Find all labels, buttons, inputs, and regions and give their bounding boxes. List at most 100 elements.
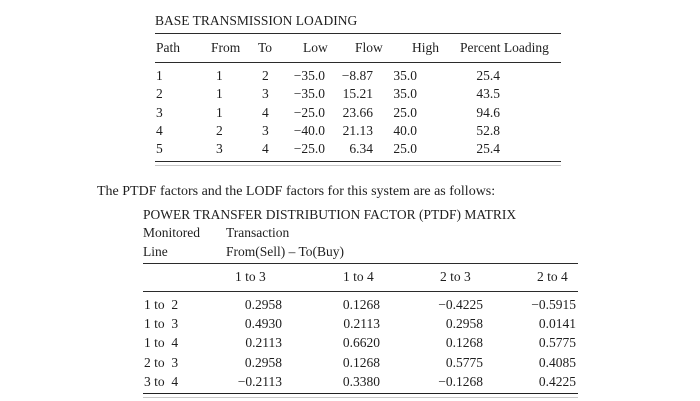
- table-cell: 23.66: [342, 104, 373, 120]
- table-cell: 52.8: [476, 122, 500, 138]
- table-cell: 0.5775: [538, 335, 576, 351]
- table-cell: 35.0: [393, 68, 417, 83]
- table-cell: −0.4225: [438, 297, 483, 312]
- column-header-1to4: 1 to 4: [310, 264, 395, 292]
- table-bottom-rule-ghost: [155, 165, 561, 167]
- table-cell: 35.0: [393, 86, 417, 102]
- base-loading-table-body: 1 1 2 −35.0 −8.87 35.0 25.4 2 1 3 −35.0 …: [155, 63, 561, 163]
- table-cell: 0.1268: [445, 335, 483, 351]
- column-header-path: Path: [155, 34, 210, 63]
- table-cell: 0.6620: [342, 335, 380, 351]
- table-cell: 0.2958: [244, 297, 282, 312]
- table-cell: 1: [216, 68, 223, 83]
- ptdf-header-row: 1 to 3 1 to 4 2 to 3 2 to 4: [143, 264, 578, 292]
- table-row: 4 2 3 −40.0 21.13 40.0 52.8: [155, 122, 561, 140]
- table-cell: 0.4085: [538, 354, 576, 370]
- table-row: 5 3 4 −25.0 6.34 25.0 25.4: [155, 140, 561, 163]
- monitored-label-line2: Line: [143, 243, 168, 259]
- table-cell: −8.87: [341, 68, 373, 83]
- table-row: 1 1 2 −35.0 −8.87 35.0 25.4: [155, 63, 561, 86]
- table-cell: 21.13: [342, 122, 373, 138]
- row-header-cell: 3 to 4: [143, 371, 230, 395]
- base-loading-table-section: BASE TRANSMISSION LOADING Path From To L…: [155, 13, 561, 167]
- ptdf-matrix-title: POWER TRANSFER DISTRIBUTION FACTOR (PTDF…: [143, 207, 517, 222]
- table-cell: 6.34: [329, 140, 377, 163]
- ptdf-matrix-table-section: POWER TRANSFER DISTRIBUTION FACTOR (PTDF…: [143, 206, 578, 399]
- monitored-line-label: Monitored Line: [143, 224, 226, 261]
- column-header-2to4: 2 to 4: [490, 264, 578, 292]
- table-cell: −0.1268: [395, 371, 490, 395]
- column-header-percent-loading: Percent Loading: [441, 34, 561, 63]
- table-cell: 3: [210, 140, 256, 163]
- table-cell: 4: [256, 140, 292, 163]
- monitored-label-line1: Monitored: [143, 225, 200, 240]
- row-header-cell: 1 to 2: [144, 297, 179, 312]
- table-cell: 94.6: [476, 104, 500, 120]
- table-cell: −35.0: [293, 86, 325, 102]
- table-row: 1 to 3 0.4930 0.2113 0.2958 0.0141: [143, 314, 578, 333]
- table-cell: 0.2958: [244, 354, 282, 370]
- table-cell: 2: [156, 86, 163, 102]
- table-row: 2 1 3 −35.0 15.21 35.0 43.5: [155, 85, 561, 103]
- column-header-to: To: [256, 34, 292, 63]
- ptdf-matrix-table: 1 to 3 1 to 4 2 to 3 2 to 4 1 to 2 0.295…: [143, 264, 578, 395]
- base-loading-header-row: Path From To Low Flow High Percent Loadi…: [155, 34, 561, 63]
- transaction-label: Transaction From(Sell) – To(Buy): [226, 224, 344, 261]
- table-cell: 0.3380: [310, 371, 395, 395]
- table-cell: −40.0: [293, 122, 325, 138]
- table-cell: 43.5: [476, 86, 500, 102]
- transaction-label-line1: Transaction: [226, 225, 290, 240]
- table-cell: −0.5915: [531, 297, 576, 312]
- table-cell: 25.0: [377, 140, 441, 163]
- base-loading-table-title: BASE TRANSMISSION LOADING: [155, 13, 561, 34]
- column-header-2to3: 2 to 3: [395, 264, 490, 292]
- table-cell: 3: [262, 86, 269, 102]
- table-cell: 0.1268: [342, 297, 380, 312]
- table-row: 2 to 3 0.2958 0.1268 0.5775 0.4085: [143, 353, 578, 372]
- corner-cell: [143, 264, 230, 292]
- table-cell: 0.0141: [538, 316, 576, 332]
- table-cell: 0.4930: [244, 316, 282, 332]
- table-cell: 3: [262, 122, 269, 138]
- table-cell: 4: [156, 122, 163, 138]
- table-row: 1 to 2 0.2958 0.1268 −0.4225 −0.5915: [143, 292, 578, 315]
- row-header-cell: 1 to 3: [144, 316, 179, 332]
- table-cell: 4: [262, 104, 269, 120]
- table-cell: −25.0: [292, 140, 329, 163]
- table-cell: 40.0: [393, 122, 417, 138]
- table-cell: 25.4: [441, 140, 561, 163]
- table-cell: 25.0: [393, 104, 417, 120]
- table-cell: 5: [155, 140, 210, 163]
- table-cell: 15.21: [342, 86, 373, 102]
- row-header-cell: 1 to 4: [144, 335, 179, 351]
- column-header-from: From: [210, 34, 256, 63]
- table-row: 1 to 4 0.2113 0.6620 0.1268 0.5775: [143, 333, 578, 352]
- table-cell: 3: [156, 104, 163, 120]
- table-cell: 2: [216, 122, 223, 138]
- ptdf-table-body: 1 to 2 0.2958 0.1268 −0.4225 −0.5915 1 t…: [143, 292, 578, 395]
- table-cell: 1: [156, 68, 163, 83]
- body-text: The PTDF factors and the LODF factors fo…: [97, 184, 496, 199]
- table-cell: 2: [262, 68, 269, 83]
- table-cell: 0.4225: [490, 371, 578, 395]
- base-loading-table: Path From To Low Flow High Percent Loadi…: [155, 34, 561, 163]
- ptdf-matrix-stub-header: Monitored Line Transaction From(Sell) – …: [143, 224, 578, 264]
- row-header-cell: 2 to 3: [144, 354, 179, 370]
- table-cell: −25.0: [293, 104, 325, 120]
- table-cell: 1: [216, 86, 223, 102]
- table-row: 3 to 4 −0.2113 0.3380 −0.1268 0.4225: [143, 371, 578, 395]
- table-cell: 0.2113: [245, 335, 282, 351]
- column-header-flow: Flow: [329, 34, 383, 63]
- table-cell: 0.2958: [445, 316, 483, 332]
- table-cell: 0.5775: [445, 354, 483, 370]
- table-cell: 0.2113: [343, 316, 380, 332]
- column-header-high: High: [377, 34, 441, 63]
- transaction-label-line2: From(Sell) – To(Buy): [226, 243, 345, 259]
- table-cell: −0.2113: [230, 371, 310, 395]
- table-cell: −35.0: [293, 68, 325, 83]
- column-header-1to3: 1 to 3: [230, 264, 310, 292]
- table-cell: 1: [216, 104, 223, 120]
- column-header-low: Low: [292, 34, 329, 63]
- table-cell: 0.1268: [342, 354, 380, 370]
